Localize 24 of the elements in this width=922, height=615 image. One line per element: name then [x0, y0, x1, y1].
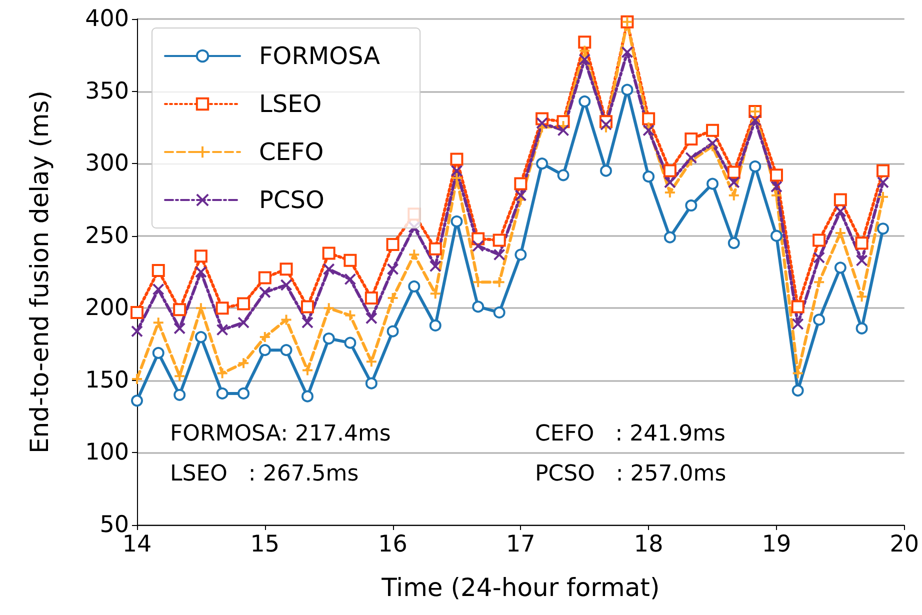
x-tick-label: 15 [250, 532, 280, 558]
annotation: LSEO : 267.5ms [170, 462, 359, 486]
legend-label: PCSO [259, 186, 324, 214]
y-tick-label: 100 [85, 440, 129, 466]
x-axis-title: Time (24-hour format) [380, 573, 660, 602]
legend-label: FORMOSA [259, 42, 381, 70]
annotation: FORMOSA: 217.4ms [170, 422, 391, 446]
annotation: CEFO : 241.9ms [535, 422, 726, 446]
x-tick-label: 18 [634, 532, 664, 558]
x-tick-label: 19 [762, 532, 792, 558]
annotation: PCSO : 257.0ms [535, 462, 726, 486]
y-axis-title: End-to-end fusion delay (ms) [25, 90, 54, 454]
legend-label: LSEO [259, 90, 322, 118]
x-tick-label: 20 [890, 532, 920, 558]
x-tick-label: 16 [378, 532, 408, 558]
x-tick-label: 14 [122, 532, 152, 558]
y-tick-label: 350 [85, 78, 129, 104]
y-tick-label: 300 [85, 150, 129, 177]
y-tick-label: 400 [85, 6, 129, 32]
x-tick-label: 17 [506, 532, 536, 558]
y-tick-label: 200 [85, 295, 129, 322]
legend-label: CEFO [259, 138, 324, 166]
y-tick-label: 250 [85, 222, 129, 249]
y-tick-label: 150 [85, 367, 129, 394]
